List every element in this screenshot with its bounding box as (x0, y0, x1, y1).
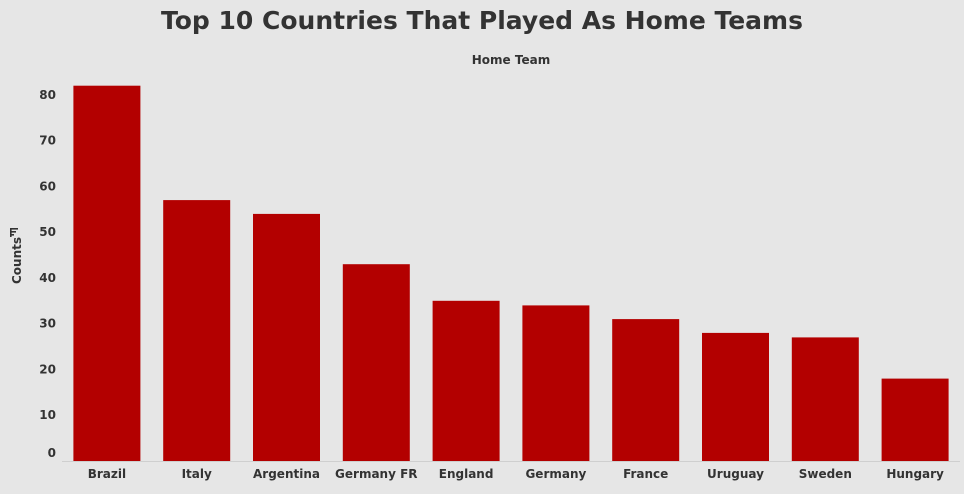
bar-germany-fr[interactable] (342, 264, 410, 461)
chart-title: Top 10 Countries That Played As Home Tea… (161, 6, 803, 35)
x-tick-label: Germany (525, 467, 586, 481)
x-tick-label: Sweden (799, 467, 852, 481)
y-axis-title: Counts (10, 237, 24, 284)
bar-hungary[interactable] (881, 378, 949, 461)
y-tick-label: 20 (39, 362, 56, 376)
bar-brazil[interactable] (73, 85, 141, 461)
bar-italy[interactable] (163, 200, 231, 461)
bar-argentina[interactable] (253, 213, 320, 461)
x-tick-label: Brazil (88, 467, 126, 481)
x-tick-label: Argentina (253, 467, 320, 481)
y-tick-label: 10 (39, 408, 56, 422)
x-tick-label: France (623, 467, 668, 481)
x-axis: Brazil Italy Argentina Germany FR England Ger… (88, 467, 944, 481)
x-tick-label: Germany FR (335, 467, 418, 481)
bar-england[interactable] (432, 300, 500, 461)
y-tick-label: 80 (39, 88, 56, 102)
bars-group (73, 85, 949, 461)
y-tick-label: 50 (39, 225, 56, 239)
x-tick-label: England (439, 467, 494, 481)
y-tick-label: 60 (39, 179, 56, 193)
y-tick-label: 70 (39, 134, 56, 148)
y-axis: 0 10 20 30 40 50 60 70 80 (39, 88, 960, 462)
bar-sweden[interactable] (791, 337, 859, 461)
bar-uruguay[interactable] (702, 332, 769, 461)
y-axis-title-group: Counts (10, 237, 24, 284)
x-tick-label: Italy (182, 467, 212, 481)
x-tick-label: Hungary (886, 467, 944, 481)
x-tick-label: Uruguay (707, 467, 764, 481)
sort-descending-icon[interactable] (10, 228, 18, 237)
y-tick-label: 30 (39, 317, 56, 331)
x-axis-title: Home Team (472, 53, 550, 67)
y-tick-label: 0 (48, 446, 56, 460)
bar-france[interactable] (612, 319, 680, 461)
bar-germany[interactable] (522, 305, 590, 461)
y-tick-label: 40 (39, 271, 56, 285)
